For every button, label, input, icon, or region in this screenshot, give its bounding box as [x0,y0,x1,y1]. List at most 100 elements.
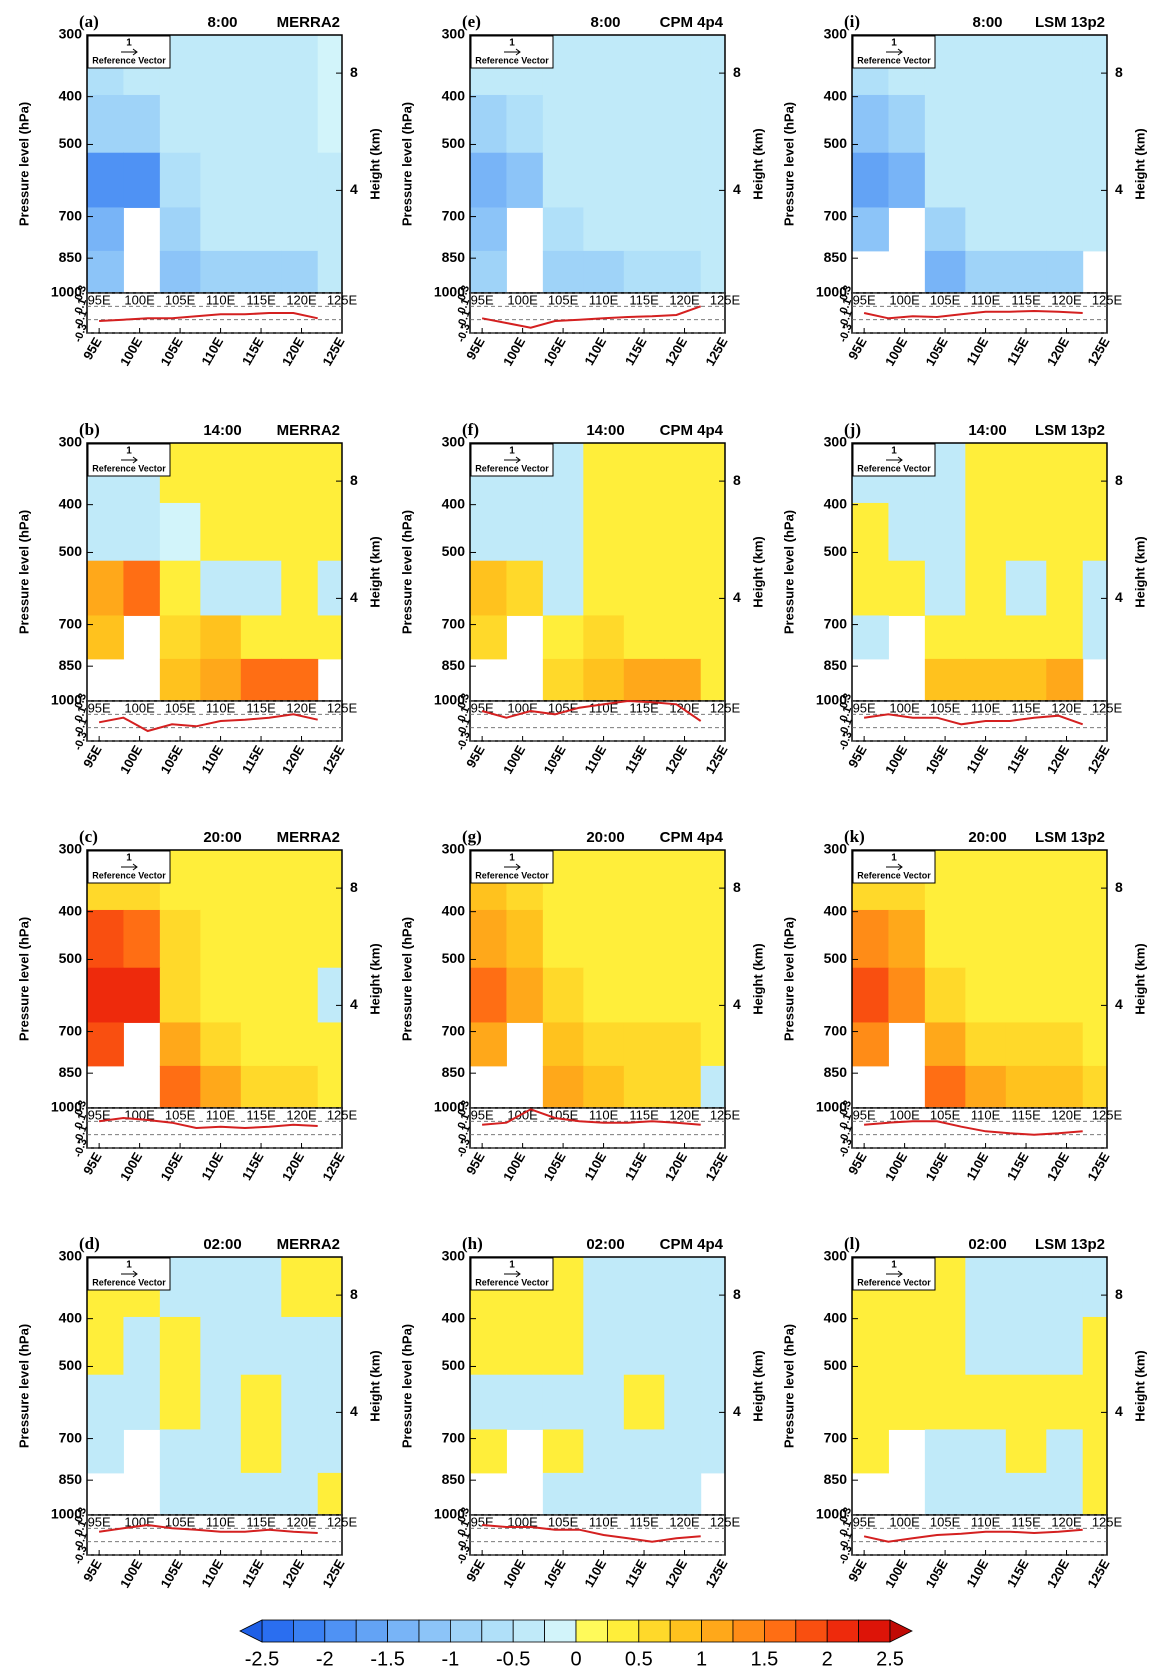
field-cell [123,967,161,1023]
line-y-tick-label: 0.3 [838,692,855,710]
y-tick-label: 1000 [816,284,847,300]
field-cell [1082,35,1108,96]
x-tick-label: 110E [581,1149,609,1182]
field-cell [317,443,343,504]
y-tick-label: 700 [442,1429,466,1445]
x-tick-label: 115E [239,1149,267,1182]
line-frame [86,292,343,334]
x-tick-label: 100E [882,742,910,776]
field-cell [583,35,625,96]
y-tick-label: 300 [824,434,848,450]
panel-label: (l) [844,1234,860,1253]
panel-source: MERRA2 [277,1236,340,1253]
field-cell [200,1257,242,1318]
x-tick-label-top: 110E [206,1514,236,1529]
line-y-tick-label: 0.1 [73,1519,90,1537]
x-tick-label-top: 115E [246,1107,276,1122]
x-tick-label-top: 115E [629,1107,659,1122]
line-y-tick-label: 0.3 [838,1099,855,1117]
line-series [863,309,1083,320]
x-tick-label-top: 120E [286,1514,317,1529]
field-cell [123,560,161,616]
field-cell [317,1022,343,1067]
field-cell [623,152,665,208]
field-cell [852,967,889,1023]
line-y-tick-label: 0.3 [456,284,473,302]
y-tick-label: 700 [59,207,83,223]
field-cell [1046,152,1084,208]
field-cell [700,658,726,702]
field-cell [317,94,343,154]
x-tick-label: 125E [319,1149,347,1183]
field-cell [1082,94,1108,154]
field-cell [1082,1429,1108,1474]
field-cell [623,1472,665,1516]
field-cell [924,967,966,1023]
field-cell [1046,1316,1084,1376]
field-cell [317,35,343,96]
reference-arrowhead [515,48,521,56]
y-axis-label: Pressure level (hPa) [16,102,31,226]
x-tick-label-top: 110E [206,1107,236,1122]
y-tick-label: 700 [442,615,466,631]
field-cell [623,443,665,504]
colorbar-tick-label: 0.5 [625,1648,653,1670]
field-cell [200,1316,242,1376]
field-cell [924,207,966,252]
line-y-tick-label: 0.1 [838,1519,855,1537]
field-cell [123,94,161,154]
field-cell [281,967,319,1023]
x-tick-label: 105E [540,1556,568,1590]
field-cell [317,1257,343,1318]
field-cell [506,967,544,1023]
field-cell [200,560,242,616]
x-tick-label-top: 105E [930,292,961,307]
colorbar-tick-label: 2 [822,1648,833,1670]
colorbar-tick-label: 2.5 [876,1648,904,1670]
field-cell [159,152,201,208]
y-tick-label: 1000 [51,692,82,708]
y2-tick-label: 8 [350,1286,358,1302]
field-cell [700,909,726,969]
panel-label: (b) [79,420,100,439]
field-cell [281,560,319,616]
field-cell [1005,35,1047,96]
field-cell [200,1429,242,1474]
field-cell [123,1316,161,1376]
x-tick-label-top: 110E [589,1107,619,1122]
field-cell [583,250,625,294]
field-cell [664,250,702,294]
field-cell [664,35,702,96]
x-tick-label-top: 115E [246,700,276,715]
field-cell [87,250,124,294]
field-cell [200,615,242,660]
reference-magnitude: 1 [891,1260,897,1271]
x-tick-label-top: 100E [507,1514,538,1529]
line-frame [851,1514,1108,1556]
y2-axis-label: Height (km) [750,943,765,1015]
x-tick-label-top: 120E [286,292,317,307]
field-cell [1005,207,1047,252]
field-cell [583,207,625,252]
field-cell [240,250,282,294]
panel-time: 02:00 [968,1236,1006,1253]
panel-source: CPM 4p4 [660,422,724,439]
field-cell [1005,1472,1047,1516]
field-cell [664,850,702,911]
x-tick-label-top: 95E [853,700,876,715]
field-cell [965,152,1007,208]
field-cell [583,615,625,660]
field-cell [852,502,889,562]
x-tick-label-top: 110E [971,700,1001,715]
line-y-tick-label: 0.1 [456,297,473,315]
line-y-tick-label: 0.3 [838,284,855,302]
field-cell [664,207,702,252]
x-tick-label: 110E [198,1556,226,1589]
field-cell [240,502,282,562]
field-cell [1046,967,1084,1023]
x-tick-label-top: 100E [124,292,155,307]
field-cell [542,1374,584,1430]
field-cell [924,1429,966,1474]
colorbar-bin [575,1619,608,1643]
x-tick-label-top: 120E [1051,292,1082,307]
